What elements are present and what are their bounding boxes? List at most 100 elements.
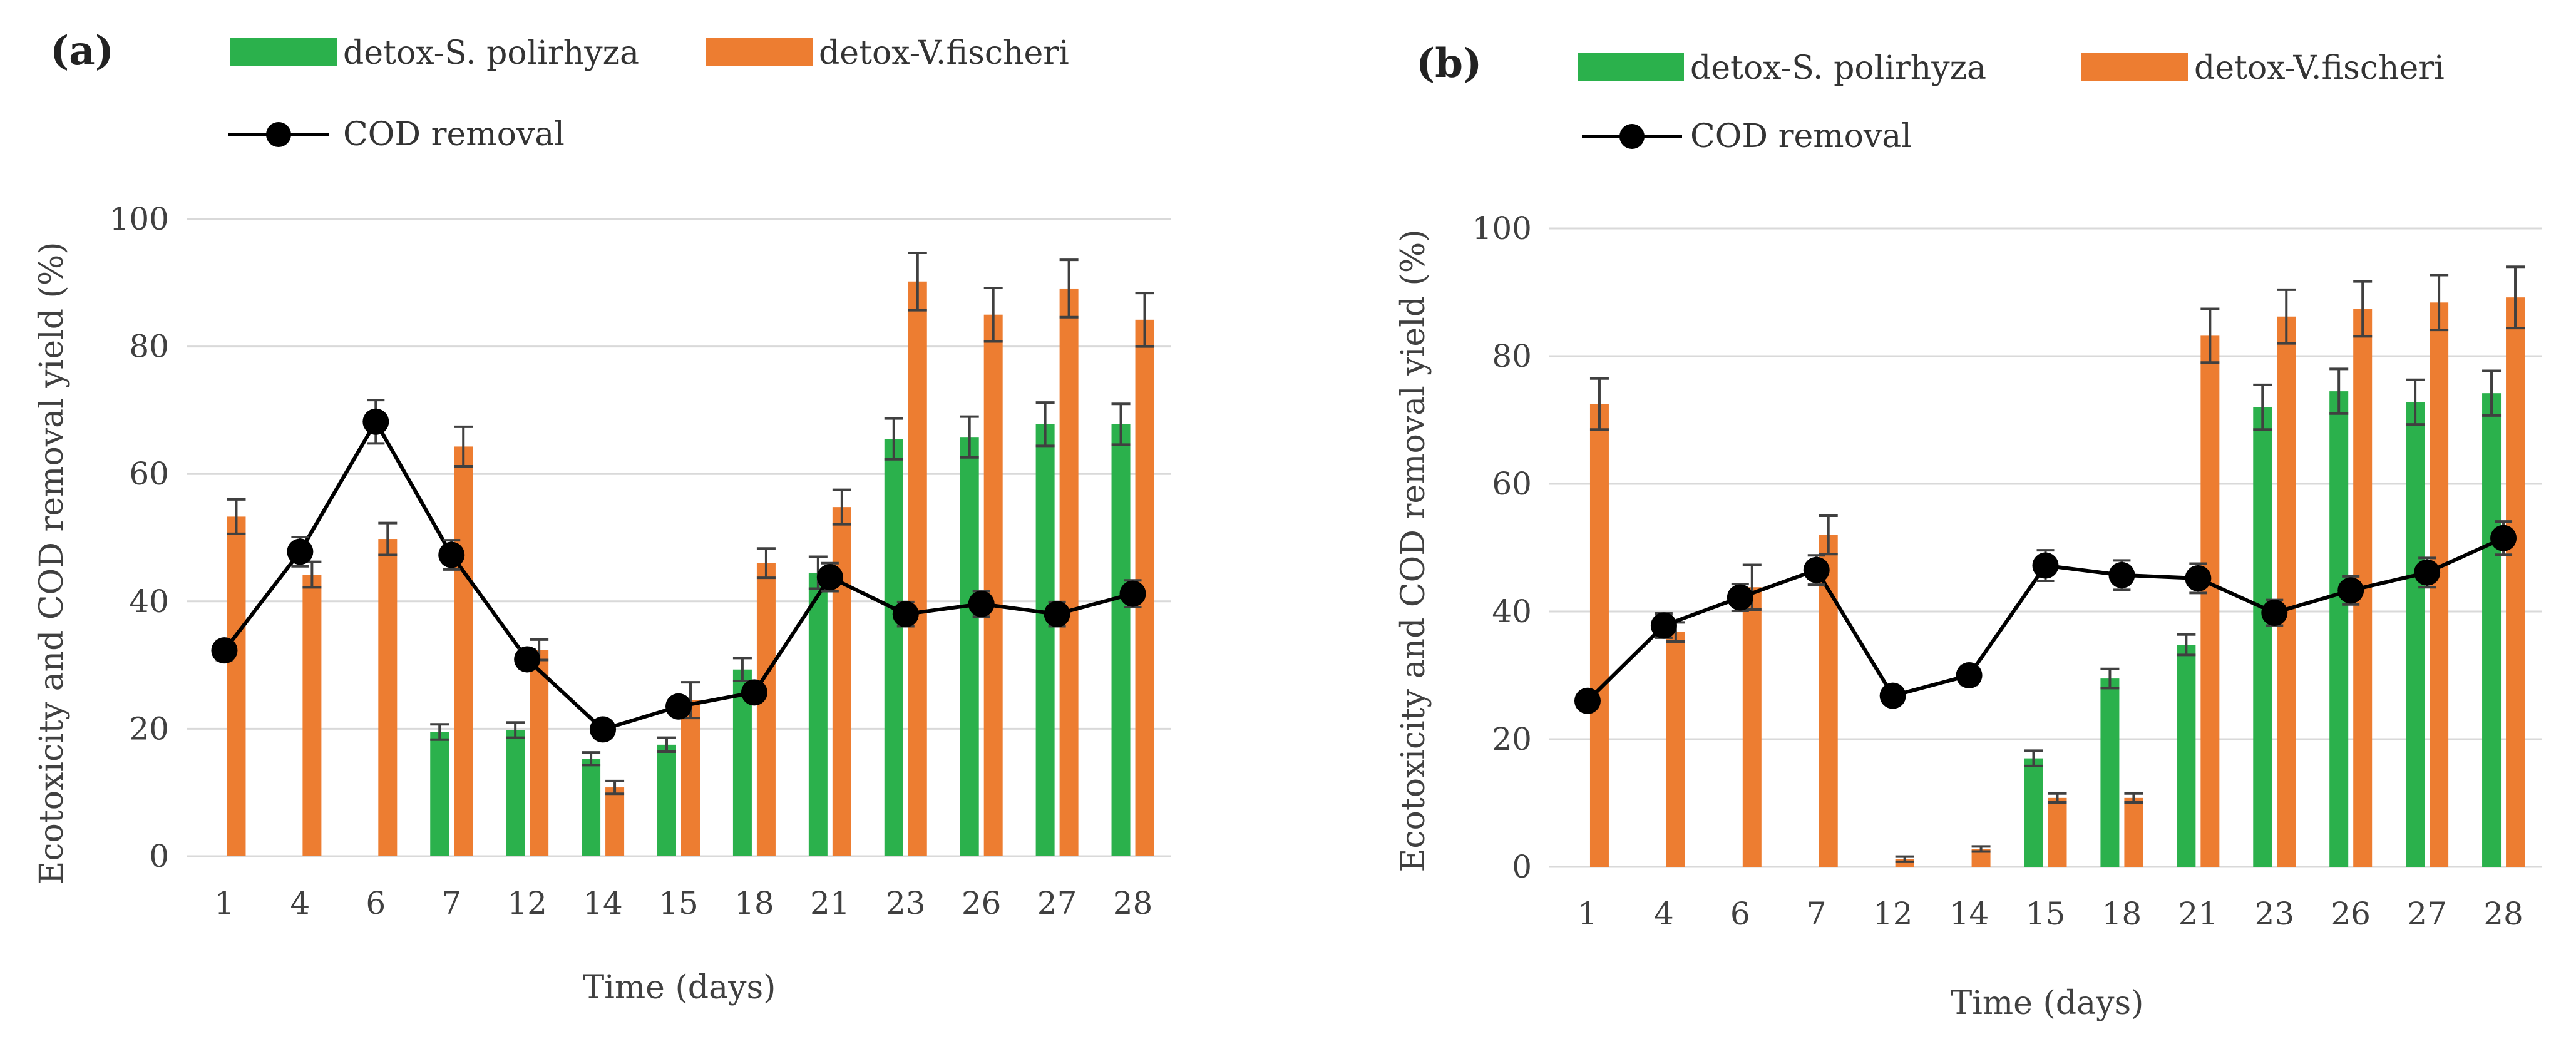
panel-b-x-tick-label: 28 bbox=[2483, 896, 2523, 932]
panel-b-x-axis-title: Time (days) bbox=[1951, 985, 2144, 1022]
panel-a-cod-point bbox=[514, 646, 541, 673]
panel-b-cod-point bbox=[1956, 662, 1983, 688]
panel-b: (b) detox-S. polirhyza detox-V.fischeri … bbox=[1395, 40, 2542, 1022]
panel-a-legend-label-orange: detox-V.fischeri bbox=[819, 34, 1069, 72]
panel-a-bar-green bbox=[582, 759, 601, 856]
panel-a-bar-orange bbox=[605, 787, 625, 856]
panel-a-cod-point bbox=[968, 590, 995, 617]
panel-a-bar-orange bbox=[908, 281, 927, 856]
panel-b-cod-point bbox=[1879, 682, 1906, 709]
panel-b-bar-green bbox=[2482, 393, 2502, 867]
panel-a-legend-label-green: detox-S. polirhyza bbox=[343, 34, 639, 72]
panel-b-legend-marker bbox=[1619, 124, 1645, 149]
panel-b-x-tick-label: 18 bbox=[2102, 896, 2142, 932]
panel-a-x-tick-label: 15 bbox=[659, 885, 699, 921]
panel-b-x-tick-label: 12 bbox=[1873, 896, 1913, 932]
panel-a-x-tick-label: 27 bbox=[1037, 885, 1077, 921]
panel-b-legend: detox-S. polirhyza detox-V.fischeri COD … bbox=[1578, 49, 2445, 155]
panel-a-x-tick-label: 26 bbox=[962, 885, 1002, 921]
panel-a-cod-point bbox=[211, 637, 238, 664]
panel-a-x-axis-title: Time (days) bbox=[583, 969, 776, 1006]
panel-a: (a) detox-S. polirhyza detox-V.fischeri … bbox=[33, 28, 1171, 1006]
panel-a-y-tick-label: 20 bbox=[129, 710, 169, 747]
panel-a-bar-green bbox=[430, 732, 449, 856]
panel-b-x-tick-label: 1 bbox=[1578, 896, 1598, 932]
panel-a-y-tick-label: 40 bbox=[129, 583, 169, 620]
panel-a-bar-green bbox=[1035, 424, 1055, 856]
panel-a-bar-orange bbox=[302, 575, 322, 856]
panel-a-y-tick-label: 0 bbox=[149, 838, 169, 874]
panel-b-x-tick-label: 15 bbox=[2026, 896, 2066, 932]
panel-a-cod-point bbox=[287, 538, 314, 565]
panel-a-x-tick-label: 28 bbox=[1113, 885, 1153, 921]
panel-a-cod-point bbox=[892, 601, 919, 628]
panel-b-bar-green bbox=[2329, 391, 2349, 867]
panel-b-bar-orange bbox=[1742, 587, 1762, 867]
panel-a-bar-green bbox=[1111, 424, 1131, 856]
panel-a-x-tick-label: 1 bbox=[215, 885, 235, 921]
panel-b-cod-point bbox=[2185, 565, 2212, 591]
panel-a-y-tick-label: 60 bbox=[129, 456, 169, 492]
panel-b-cod-point bbox=[2490, 524, 2517, 551]
panel-b-y-tick-label: 80 bbox=[1492, 338, 1532, 374]
panel-a-cod-point bbox=[1044, 601, 1070, 628]
panel-a-legend: detox-S. polirhyza detox-V.fischeri COD … bbox=[228, 34, 1069, 153]
panel-b-bar-green bbox=[2024, 758, 2043, 867]
panel-a-bar-orange bbox=[378, 539, 398, 856]
panel-a-x-tick-label: 4 bbox=[290, 885, 310, 921]
panel-a-bar-green bbox=[960, 437, 979, 856]
panel-b-x-tick-label: 27 bbox=[2407, 896, 2447, 932]
panel-b-bar-orange bbox=[1666, 632, 1685, 867]
panel-a-bar-orange bbox=[832, 507, 851, 856]
panel-a-bar-green bbox=[808, 572, 828, 856]
panel-b-legend-label-green: detox-S. polirhyza bbox=[1690, 49, 1986, 87]
panel-a-legend-marker bbox=[266, 122, 291, 147]
panel-b-cod-point bbox=[2108, 561, 2135, 588]
panel-b-y-tick-label: 20 bbox=[1492, 721, 1532, 757]
panel-b-bar-orange bbox=[2506, 297, 2525, 867]
panel-b-bar-orange bbox=[2124, 797, 2143, 867]
panel-a-bar-orange bbox=[227, 516, 246, 856]
panel-a-bar-orange bbox=[983, 314, 1003, 856]
panel-b-bar-orange bbox=[1589, 404, 1609, 867]
panel-a-bar-orange bbox=[681, 700, 700, 856]
panel-b-x-tick-label: 14 bbox=[1949, 896, 1989, 932]
panel-b-bar-orange bbox=[2200, 335, 2220, 867]
panel-b-bar-green bbox=[2100, 678, 2120, 867]
panel-a-y-axis-title: Ecotoxicity and COD removal yield (%) bbox=[33, 242, 71, 884]
panel-b-x-tick-label: 7 bbox=[1807, 896, 1827, 932]
panel-b-cod-point bbox=[2337, 577, 2364, 604]
panel-a-cod-point bbox=[590, 716, 617, 743]
panel-a-x-tick-label: 21 bbox=[810, 885, 850, 921]
panel-b-bar-orange bbox=[2048, 797, 2067, 867]
panel-b-bar-green bbox=[2253, 407, 2272, 867]
panel-a-y-tick-label: 100 bbox=[110, 201, 169, 237]
panel-a-legend-label-line: COD removal bbox=[343, 116, 565, 153]
panel-b-x-tick-label: 4 bbox=[1654, 896, 1674, 932]
panel-b-x-tick-label: 21 bbox=[2178, 896, 2219, 932]
panel-b-cod-point bbox=[1727, 584, 1753, 611]
panel-a-x-tick-label: 12 bbox=[507, 885, 547, 921]
panel-a-label: (a) bbox=[50, 28, 114, 74]
panel-b-y-tick-label: 60 bbox=[1492, 466, 1532, 502]
panel-b-y-axis-title: Ecotoxicity and COD removal yield (%) bbox=[1395, 229, 1432, 872]
panel-a-bar-green bbox=[884, 439, 903, 856]
panel-a-bar-green bbox=[657, 744, 676, 856]
panel-b-cod-point bbox=[2414, 559, 2441, 586]
panel-b-cod-point bbox=[1803, 556, 1830, 583]
panel-a-cod-point bbox=[438, 541, 465, 568]
panel-b-cod-point bbox=[1574, 687, 1601, 714]
panel-b-x-tick-label: 26 bbox=[2331, 896, 2371, 932]
panel-a-bar-orange bbox=[530, 650, 549, 856]
panel-a-x-tick-label: 23 bbox=[886, 885, 926, 921]
panel-b-y-tick-label: 40 bbox=[1492, 593, 1532, 630]
panel-b-y-tick-label: 100 bbox=[1472, 210, 1532, 247]
panel-a-cod-point bbox=[816, 564, 843, 591]
panel-b-cod-point bbox=[2032, 552, 2059, 579]
panel-b-cod-point bbox=[1650, 612, 1677, 639]
panel-a-legend-swatch-green bbox=[230, 38, 337, 66]
panel-a-cod-point bbox=[1119, 580, 1146, 607]
